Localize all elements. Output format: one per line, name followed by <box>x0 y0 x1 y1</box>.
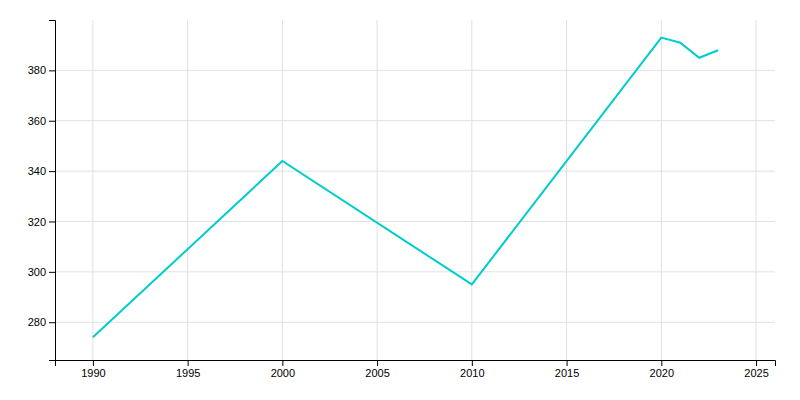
tick-mark <box>661 360 662 366</box>
axis-line <box>56 361 776 367</box>
tick: 2015 <box>555 360 579 379</box>
tick-mark <box>472 360 473 366</box>
tick: 2020 <box>650 360 674 379</box>
plot-area: 1990 1995 2000 2005 2010 2015 2020 2025 280 300 32… <box>28 20 776 379</box>
grid-line <box>55 322 775 323</box>
tick-mark <box>49 70 55 71</box>
tick: 2025 <box>744 360 768 379</box>
tick-mark <box>49 322 55 323</box>
grid-line <box>471 20 472 360</box>
tick-label: 1995 <box>176 367 200 379</box>
grid-line <box>282 20 283 360</box>
grid-line <box>661 20 662 360</box>
tick-mark <box>567 360 568 366</box>
tick-label: 2010 <box>460 367 484 379</box>
tick: 2010 <box>460 360 484 379</box>
tick-label: 2005 <box>365 367 389 379</box>
marks <box>93 38 718 338</box>
grid-line <box>55 221 775 222</box>
tick-mark <box>377 360 378 366</box>
tick-mark <box>49 221 55 222</box>
tick-label: 300 <box>28 266 46 278</box>
tick: 320 <box>28 216 55 228</box>
tick-mark <box>93 360 94 366</box>
grid-line <box>566 20 567 360</box>
tick-mark <box>282 360 283 366</box>
tick-mark <box>756 360 757 366</box>
tick-label: 280 <box>28 316 46 328</box>
tick-label: 320 <box>28 216 46 228</box>
tick: 340 <box>28 165 55 177</box>
tick-label: 1990 <box>81 367 105 379</box>
tick: 280 <box>28 316 55 328</box>
grid-line <box>92 20 93 360</box>
tick: 2000 <box>271 360 295 379</box>
tick-label: 360 <box>28 115 46 127</box>
grid-line <box>55 171 775 172</box>
y-axis: 280 300 320 340 360 380 <box>28 21 56 361</box>
tick-label: 2020 <box>650 367 674 379</box>
grid <box>55 20 775 360</box>
tick-mark <box>188 360 189 366</box>
chart: 1990 1995 2000 2005 2010 2015 2020 2025 280 300 32… <box>0 0 800 400</box>
tick: 1990 <box>81 360 105 379</box>
tick-label: 2015 <box>555 367 579 379</box>
tick-mark <box>49 171 55 172</box>
grid-line <box>55 120 775 121</box>
tick-mark <box>49 272 55 273</box>
axis-line <box>49 21 56 361</box>
tick-label: 2025 <box>744 367 768 379</box>
grid-line <box>756 20 757 360</box>
tick-label: 380 <box>28 64 46 76</box>
tick: 300 <box>28 266 55 278</box>
tick: 380 <box>28 64 55 76</box>
grid-line <box>55 70 775 71</box>
tick-label: 340 <box>28 165 46 177</box>
grid-line <box>377 20 378 360</box>
tick: 2005 <box>365 360 389 379</box>
tick-mark <box>49 121 55 122</box>
x-axis: 1990 1995 2000 2005 2010 2015 2020 2025 <box>56 360 776 379</box>
tick: 360 <box>28 115 55 127</box>
grid-line <box>187 20 188 360</box>
tick-label: 2000 <box>271 367 295 379</box>
tick: 1995 <box>176 360 200 379</box>
line <box>93 38 718 338</box>
